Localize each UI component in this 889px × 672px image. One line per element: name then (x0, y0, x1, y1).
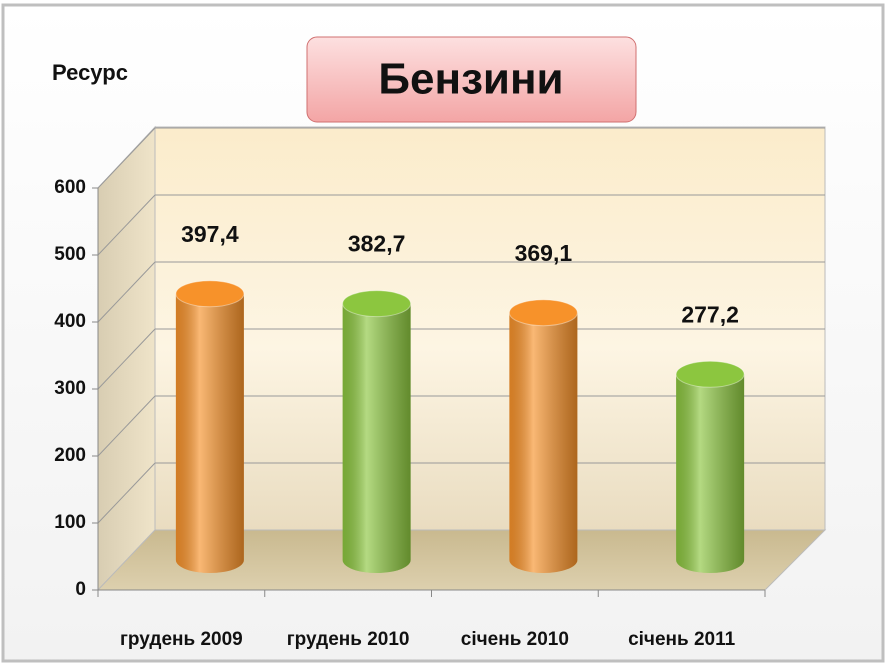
bar-shade (175, 293, 244, 573)
value-label: 369,1 (515, 240, 573, 266)
grid-line (97, 127, 156, 189)
bar-shade (509, 312, 578, 573)
x-tick-label: січень 2010 (461, 629, 569, 650)
value-label: 382,7 (348, 231, 406, 257)
y-tick-label: 0 (75, 579, 86, 600)
value-label: 397,4 (181, 221, 239, 247)
grid-line (97, 261, 156, 323)
chart-title: Бензини (378, 55, 563, 104)
x-tick-label: січень 2011 (628, 629, 736, 650)
y-tick-label: 200 (54, 445, 86, 466)
bar-top (675, 360, 745, 388)
grid-line (97, 194, 156, 256)
y-tick-label: 400 (54, 311, 86, 332)
y-tick-label: 300 (54, 378, 86, 399)
grid-line (97, 395, 156, 457)
grid-line (97, 462, 156, 524)
y-tick-label: 100 (54, 512, 86, 533)
y-tick-label: 600 (54, 177, 86, 198)
x-tick-label: грудень 2010 (287, 629, 410, 650)
title-box (306, 36, 637, 123)
bar-top (175, 280, 245, 308)
grid-line (97, 328, 156, 390)
x-tick-label: грудень 2009 (120, 629, 243, 650)
value-label: 277,2 (681, 301, 739, 327)
bar-top (342, 290, 412, 318)
y-axis-label: Ресурс (52, 60, 128, 85)
bar-top (508, 299, 578, 327)
bar-shade (676, 374, 745, 573)
bar-shade (342, 303, 411, 573)
y-tick-label: 500 (54, 244, 86, 265)
